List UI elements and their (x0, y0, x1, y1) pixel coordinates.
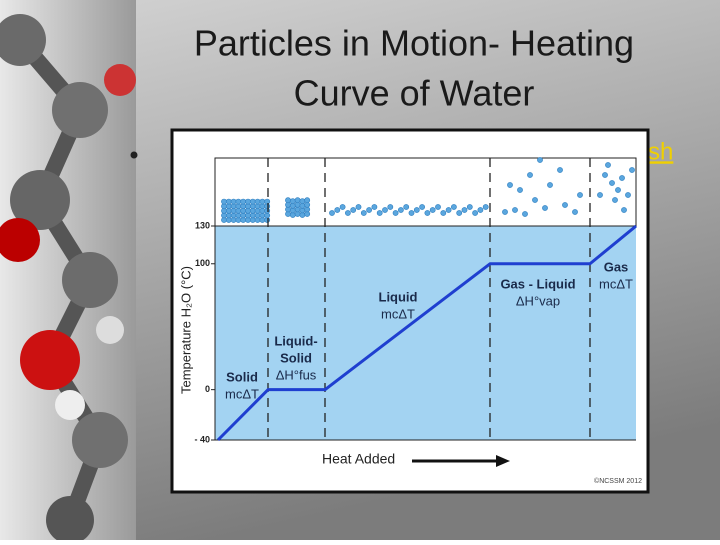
particle (619, 175, 625, 181)
phase-annotation: Gas (604, 259, 629, 274)
particle (445, 207, 452, 213)
particle (419, 204, 425, 210)
particle (429, 207, 436, 213)
particle (435, 204, 441, 210)
title-line: Curve of Water (294, 73, 535, 114)
particle (350, 207, 357, 213)
particle (392, 210, 399, 216)
y-tick-label: 130 (195, 220, 210, 230)
particle (408, 210, 415, 216)
particle (289, 198, 296, 205)
particle (472, 210, 478, 216)
particle (502, 209, 508, 215)
particle (285, 197, 291, 204)
particle (245, 198, 251, 205)
particle (376, 210, 383, 216)
particle (424, 210, 431, 216)
heating-curve (216, 224, 637, 442)
molecule-image (0, 0, 136, 544)
particle (512, 207, 518, 213)
plot-fill (215, 226, 636, 440)
bullet (130, 151, 138, 159)
particle (397, 207, 404, 213)
phase-annotation: Liquid- (274, 333, 317, 348)
particle (532, 197, 538, 203)
particle (557, 167, 563, 173)
x-axis-label: Heat Added (322, 451, 395, 467)
particle (577, 192, 583, 198)
particle (461, 207, 468, 213)
particle (344, 210, 351, 216)
particle (440, 210, 447, 216)
particle (597, 192, 603, 198)
particle (221, 198, 227, 205)
chart: - 40 0 100 130 Temperature H₂O (°C) Heat Adde… (178, 157, 642, 485)
particle (456, 210, 463, 216)
title-line: Particles in Motion- Heating (194, 23, 634, 64)
particle (612, 197, 618, 203)
phase-annotation: mcΔT (381, 306, 415, 321)
phase-annotation: mcΔT (225, 386, 259, 401)
particle (542, 205, 548, 211)
particle (522, 211, 528, 217)
y-axis-label: Temperature H₂O (°C) (178, 266, 193, 394)
particle (235, 198, 242, 205)
particle (294, 197, 301, 204)
particle (609, 180, 615, 186)
particle (299, 198, 306, 205)
particle (413, 207, 420, 213)
particle (382, 207, 388, 213)
credit: ©NCSSM 2012 (594, 477, 642, 485)
particle (615, 187, 621, 193)
particle (477, 207, 484, 213)
particle (240, 198, 247, 205)
particle (547, 182, 553, 188)
phase-annotation: mcΔT (599, 276, 633, 291)
particle (366, 207, 372, 213)
particle (304, 197, 311, 204)
particle (537, 157, 543, 163)
particle (466, 204, 473, 210)
particle (562, 202, 568, 208)
particle (527, 172, 533, 178)
x-arrow-head (496, 455, 510, 467)
particle (371, 204, 378, 210)
phase-annotation: ΔH°fus (276, 367, 317, 382)
particle (482, 204, 489, 210)
particle-band (214, 157, 637, 227)
particle (225, 198, 232, 205)
particle (254, 198, 261, 205)
particle (264, 198, 271, 205)
particle (403, 204, 410, 210)
particle (339, 204, 346, 210)
link-text[interactable]: sh (648, 138, 673, 165)
phase-annotation: Solid (280, 350, 312, 365)
particle (355, 204, 362, 210)
particle (572, 209, 578, 215)
particle (329, 210, 335, 216)
phase-annotation: Liquid (379, 289, 418, 304)
particle (259, 198, 266, 205)
particle (629, 167, 635, 173)
y-tick-label: 0 (205, 384, 210, 394)
particle (621, 207, 627, 213)
phase-annotation: ΔH°vap (516, 293, 560, 308)
particle (602, 172, 608, 178)
particle (517, 187, 523, 193)
particle (507, 182, 513, 188)
particle (605, 162, 611, 168)
particle (360, 210, 367, 216)
y-tick-label: 100 (195, 258, 210, 268)
particle (625, 192, 631, 198)
particle (450, 204, 457, 210)
y-tick-label: - 40 (194, 434, 210, 444)
phase-annotation: Gas - Liquid (500, 276, 575, 291)
particle (249, 198, 256, 205)
particle (334, 207, 341, 213)
particle (387, 204, 394, 210)
phase-annotation: Solid (226, 369, 258, 384)
particle (230, 198, 237, 205)
